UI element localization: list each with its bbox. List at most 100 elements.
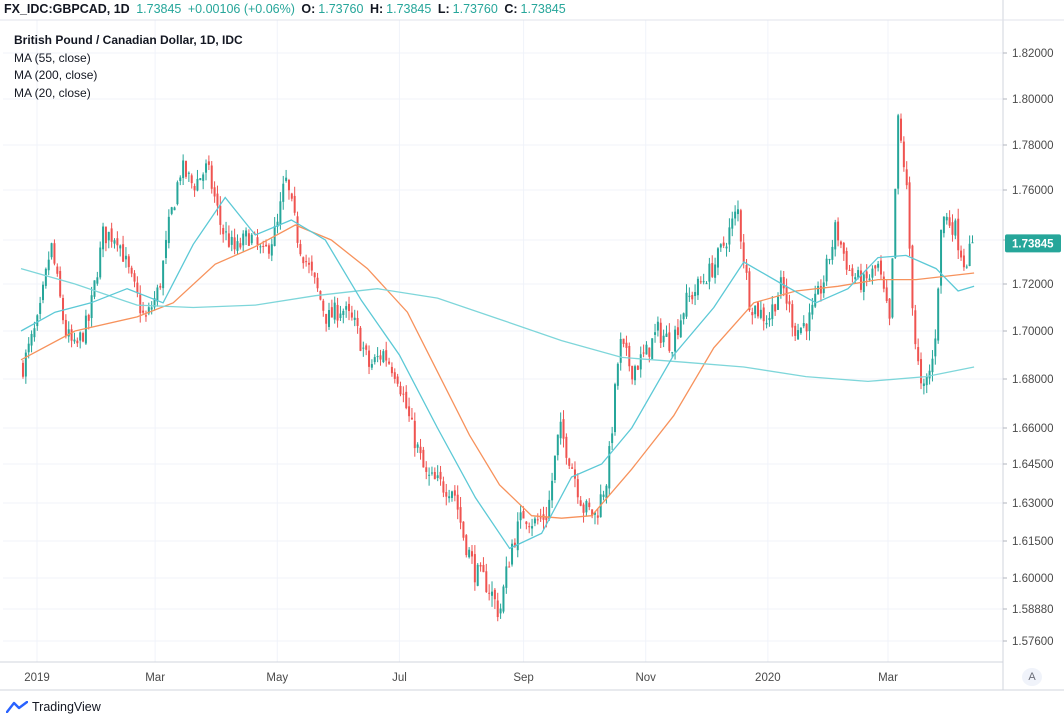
candle-body <box>124 255 127 260</box>
candle <box>202 172 205 190</box>
candle-body <box>694 292 697 297</box>
candle <box>802 315 805 329</box>
candle <box>716 247 719 276</box>
candle <box>908 176 911 257</box>
candle <box>325 313 328 332</box>
candle <box>279 192 282 230</box>
candle-body <box>227 233 230 247</box>
candle-body <box>127 256 130 268</box>
candle-body <box>150 307 153 310</box>
candle-body <box>362 347 365 349</box>
candle <box>865 264 868 287</box>
candle-body <box>625 342 628 348</box>
candle-body <box>931 358 934 373</box>
candle <box>59 266 62 299</box>
candle <box>728 218 731 253</box>
candle-body <box>170 207 173 214</box>
candle-body <box>27 343 30 353</box>
legend-ma55[interactable]: MA (55, close) <box>14 50 91 65</box>
candle <box>754 305 757 319</box>
candle <box>614 382 617 436</box>
candle-body <box>765 322 768 325</box>
candle <box>207 155 210 171</box>
time-tick-label: Jul <box>392 672 407 684</box>
candle-body <box>571 467 574 469</box>
candle <box>376 347 379 363</box>
candle <box>362 341 365 357</box>
candle-body <box>579 500 582 506</box>
candle <box>139 285 142 323</box>
candle-body <box>559 421 562 439</box>
candle <box>934 329 937 365</box>
candle <box>533 516 536 527</box>
candle <box>348 296 351 321</box>
candle-body <box>142 310 145 313</box>
legend-ma20[interactable]: MA (20, close) <box>14 85 91 100</box>
candle-body <box>299 244 302 255</box>
candle-body <box>53 243 56 264</box>
legend-ma200[interactable]: MA (200, close) <box>14 68 98 82</box>
candle <box>968 235 971 267</box>
candle <box>256 229 259 250</box>
candle <box>230 230 233 252</box>
candle-body <box>608 446 611 489</box>
candle-body <box>971 242 974 244</box>
candle-body <box>516 521 519 551</box>
candle-body <box>719 244 722 248</box>
candle-body <box>614 384 617 433</box>
candle <box>425 461 428 480</box>
candle-body <box>350 312 353 318</box>
candle-body <box>365 345 368 350</box>
candle <box>385 341 388 367</box>
candle <box>774 303 777 316</box>
candle-body <box>891 258 894 318</box>
candle-body <box>702 281 705 283</box>
candle <box>33 321 36 342</box>
candle-body <box>216 193 219 206</box>
candle-body <box>671 352 674 354</box>
candle-body <box>210 165 213 189</box>
symbol-header: FX_IDC:GBPCAD, 1D 1.73845 +0.00106 (+0.0… <box>4 2 569 20</box>
candle-body <box>842 242 845 254</box>
candle <box>782 270 785 297</box>
candle-body <box>396 376 399 384</box>
candle <box>164 230 167 265</box>
candle-body <box>711 262 714 277</box>
candle-body <box>462 521 465 538</box>
candle-body <box>593 512 596 515</box>
tradingview-branding[interactable]: TradingView <box>6 700 101 714</box>
candle <box>307 257 310 274</box>
candle-body <box>716 248 719 268</box>
candle-body <box>745 264 748 273</box>
candle-body <box>410 417 413 420</box>
candle-body <box>957 218 960 251</box>
candle-body <box>36 315 39 327</box>
auto-scale-button[interactable]: A <box>1022 668 1042 686</box>
candle <box>622 338 625 348</box>
candle-body <box>325 313 328 324</box>
candle <box>205 159 208 181</box>
candle-body <box>353 317 356 320</box>
symbol-label[interactable]: FX_IDC:GBPCAD, 1D <box>4 2 130 16</box>
candle-body <box>485 571 488 593</box>
candle-body <box>293 195 296 213</box>
high-label: H: <box>369 2 384 16</box>
last-price-value: 1.73845 <box>136 2 182 16</box>
candle <box>511 539 514 567</box>
candle <box>225 221 228 241</box>
candle <box>196 169 199 192</box>
candle-body <box>774 304 777 312</box>
candle-body <box>119 245 122 249</box>
candle <box>67 321 70 343</box>
candle-body <box>951 222 954 235</box>
candle <box>565 433 568 465</box>
candle-body <box>839 241 842 245</box>
price-tick-label: 1.78000 <box>1012 140 1054 152</box>
candle-body <box>73 339 76 342</box>
candle-body <box>419 446 422 454</box>
candle-body <box>502 586 505 612</box>
candle-body <box>368 350 371 367</box>
candle-body <box>739 210 742 242</box>
candle <box>90 286 93 327</box>
